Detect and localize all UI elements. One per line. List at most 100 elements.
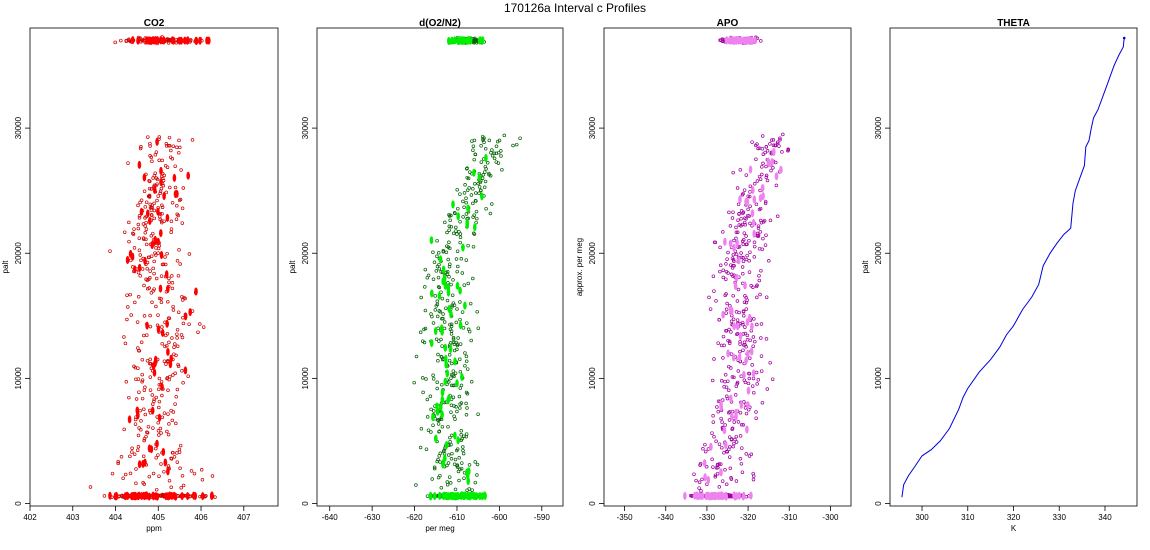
plot-frame	[889, 27, 1138, 507]
data-point	[199, 468, 204, 472]
data-point	[466, 243, 470, 248]
data-point	[433, 294, 437, 298]
data-marker	[185, 492, 190, 501]
data-point	[461, 215, 465, 219]
data-marker	[473, 492, 478, 501]
data-marker	[466, 204, 470, 213]
data-marker	[443, 377, 448, 386]
data-point	[170, 274, 174, 278]
data-point	[463, 363, 467, 368]
data-point	[716, 410, 720, 414]
data-point	[139, 428, 143, 432]
data-marker	[705, 491, 709, 500]
data-point	[734, 225, 738, 230]
data-point	[487, 171, 491, 176]
data-point	[460, 461, 464, 465]
data-point	[494, 144, 499, 149]
data-point	[137, 248, 142, 253]
data-point	[735, 331, 740, 336]
data-point	[731, 293, 735, 298]
data-marker	[128, 249, 133, 258]
x-tick-label: -610	[449, 513, 466, 522]
data-point	[455, 269, 459, 274]
data-point	[472, 157, 476, 162]
data-point	[138, 408, 142, 413]
data-point	[492, 151, 497, 156]
data-point	[752, 317, 756, 321]
data-marker	[159, 229, 163, 238]
data-point	[448, 322, 452, 327]
data-point	[742, 220, 747, 225]
data-marker	[185, 36, 190, 45]
data-point	[178, 443, 183, 448]
data-marker	[207, 36, 211, 45]
data-point	[476, 181, 480, 186]
data-point	[716, 341, 720, 345]
data-point	[151, 289, 155, 293]
data-marker	[724, 36, 729, 45]
data-point	[127, 37, 131, 42]
data-marker	[706, 475, 711, 484]
data-point	[447, 475, 452, 479]
data-marker	[703, 473, 707, 482]
data-point	[734, 434, 739, 439]
data-point	[464, 390, 469, 395]
data-marker	[463, 491, 467, 500]
data-marker	[159, 251, 164, 259]
data-layer	[901, 36, 1126, 498]
data-point	[180, 369, 184, 373]
data-point	[449, 332, 454, 336]
data-point	[431, 423, 435, 427]
theta-top-point	[1122, 36, 1126, 40]
data-point	[499, 154, 503, 158]
data-point	[175, 259, 180, 263]
data-point	[731, 210, 735, 214]
data-marker	[752, 229, 756, 238]
data-marker	[458, 321, 463, 330]
data-point	[157, 214, 162, 219]
data-point	[735, 299, 740, 303]
data-point	[476, 326, 481, 330]
data-point	[163, 255, 167, 259]
data-point	[719, 462, 723, 466]
data-marker	[142, 173, 147, 182]
data-point	[152, 271, 156, 276]
data-point	[431, 250, 435, 255]
data-point	[748, 204, 752, 208]
data-point	[147, 186, 152, 191]
data-point	[736, 287, 741, 292]
data-point	[752, 390, 756, 395]
data-point	[154, 487, 159, 492]
data-point	[727, 341, 732, 345]
data-marker	[444, 441, 449, 449]
data-point	[739, 255, 744, 260]
data-point	[759, 218, 763, 223]
data-point	[465, 367, 470, 371]
data-point	[149, 291, 154, 295]
data-marker	[171, 36, 176, 45]
data-point	[745, 333, 750, 338]
data-marker	[163, 458, 168, 467]
panel-0: CO2 402 403 404 405 406 407 0 10000 20000 30000 ppm…	[1, 18, 279, 533]
data-marker	[753, 36, 757, 45]
data-marker	[478, 492, 482, 501]
data-point	[441, 312, 445, 316]
data-point	[166, 143, 171, 148]
data-marker	[158, 284, 163, 293]
data-point	[786, 149, 790, 153]
data-point	[741, 242, 745, 247]
data-point	[731, 264, 735, 268]
data-point	[464, 359, 469, 364]
data-point	[141, 222, 146, 226]
data-point	[157, 399, 162, 404]
data-point	[177, 248, 181, 252]
data-point	[458, 192, 462, 196]
data-point	[156, 251, 160, 255]
data-point	[490, 148, 494, 152]
data-point	[449, 224, 454, 229]
data-point	[136, 377, 141, 381]
data-point	[154, 304, 158, 309]
panel-title: CO2	[144, 18, 165, 29]
data-point	[479, 160, 484, 164]
data-point	[414, 483, 418, 487]
